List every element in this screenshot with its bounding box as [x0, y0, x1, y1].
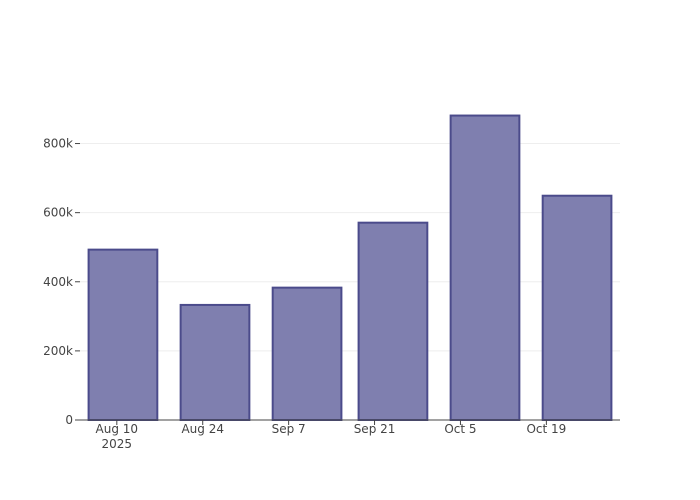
- y-tick-label: 200k: [43, 344, 73, 358]
- bar: [87, 248, 159, 421]
- x-tick-label: Oct 5: [444, 422, 476, 436]
- y-tick-label: 0: [65, 413, 73, 427]
- y-tick-label: 400k: [43, 275, 73, 289]
- x-tick-label: Aug 24: [181, 422, 224, 436]
- y-tick-label: 600k: [43, 206, 73, 220]
- x-tick-label: Aug 10 2025: [96, 422, 139, 451]
- x-tick-label: Oct 19: [526, 422, 566, 436]
- bar: [541, 194, 613, 421]
- y-tick-label: 800k: [43, 137, 73, 151]
- bar: [449, 114, 521, 422]
- x-tick-label: Sep 21: [354, 422, 396, 436]
- bar: [179, 303, 251, 421]
- bar: [271, 286, 343, 421]
- bar: [357, 221, 429, 421]
- x-tick-label: Sep 7: [272, 422, 306, 436]
